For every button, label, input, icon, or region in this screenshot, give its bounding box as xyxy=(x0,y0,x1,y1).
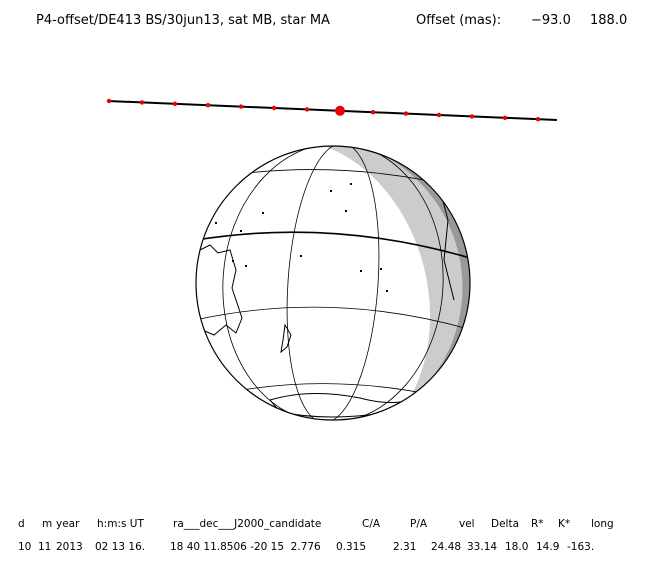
column-header: h:m:s UT xyxy=(97,518,144,530)
cell: -163. xyxy=(567,541,595,553)
track-dots xyxy=(106,98,541,122)
column-header: Delta xyxy=(491,518,520,530)
cell: 33.14 xyxy=(467,541,498,553)
offset-label: Offset (mas): xyxy=(416,13,502,28)
globe-map xyxy=(106,98,558,421)
column-header: K* xyxy=(558,518,571,530)
cell: 24.48 xyxy=(431,541,462,553)
cell: 14.9 xyxy=(536,541,560,553)
title: P4-offset/DE413 BS/30jun13, sat MB, star… xyxy=(36,13,330,28)
cell: 2.31 xyxy=(393,541,417,553)
offset-value: −93.0 xyxy=(531,13,571,28)
cell: 18 40 11.8506 -20 15 2.776 xyxy=(170,541,321,553)
column-header: P/A xyxy=(410,518,428,530)
offset-value: 188.0 xyxy=(590,13,628,28)
column-header: d xyxy=(18,518,25,530)
cell: 11 xyxy=(38,541,52,553)
column-header: year xyxy=(56,518,80,530)
column-header: long xyxy=(591,518,614,530)
column-header: m xyxy=(42,518,53,530)
column-header: ra___dec___J2000_candidate xyxy=(173,518,322,530)
column-header: C/A xyxy=(362,518,381,530)
cell: 0.315 xyxy=(336,541,367,553)
cell: 02 13 16. xyxy=(95,541,146,553)
track-line xyxy=(107,100,558,121)
cell: 18.0 xyxy=(505,541,529,553)
cell: 10 xyxy=(18,541,32,553)
column-header: R* xyxy=(531,518,544,530)
globe xyxy=(196,146,470,420)
column-header: vel xyxy=(459,518,475,530)
cell: 2013 xyxy=(56,541,83,553)
